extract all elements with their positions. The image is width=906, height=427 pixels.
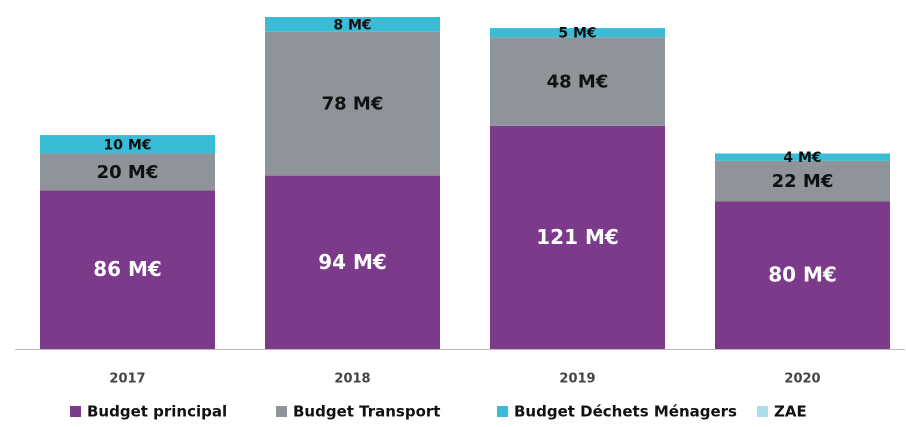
data-label: 121 M€ bbox=[536, 225, 619, 249]
data-label: 94 M€ bbox=[318, 250, 387, 274]
x-tick-label: 2019 bbox=[559, 372, 595, 387]
legend-swatch bbox=[70, 406, 81, 417]
bar-segment bbox=[265, 17, 440, 32]
data-label: 78 M€ bbox=[322, 94, 384, 115]
legend-label: Budget principal bbox=[87, 403, 227, 421]
bar-segment bbox=[40, 153, 215, 191]
legend-swatch bbox=[276, 406, 287, 417]
x-tick-label: 2020 bbox=[784, 372, 820, 387]
legend-label: Budget Déchets Ménagers bbox=[514, 403, 737, 421]
legend-label: ZAE bbox=[774, 403, 807, 421]
bar-segment bbox=[265, 175, 440, 349]
bar-segment bbox=[265, 31, 440, 176]
x-tick-label: 2018 bbox=[334, 372, 370, 387]
bar-segment bbox=[40, 135, 215, 154]
bar-segment bbox=[715, 160, 890, 202]
data-label: 80 M€ bbox=[768, 263, 837, 287]
data-label: 4 M€ bbox=[783, 150, 821, 166]
x-tick-label: 2017 bbox=[109, 372, 145, 387]
data-label: 86 M€ bbox=[93, 257, 162, 281]
data-label: 8 M€ bbox=[333, 17, 371, 33]
legend-label: Budget Transport bbox=[293, 403, 440, 421]
data-label: 20 M€ bbox=[97, 162, 159, 183]
legend-swatch bbox=[757, 406, 768, 417]
legend-swatch bbox=[497, 406, 508, 417]
bar-segment bbox=[715, 153, 890, 161]
bar-segment bbox=[715, 201, 890, 349]
bar-segment bbox=[490, 28, 665, 38]
bar-segment bbox=[490, 125, 665, 349]
data-label: 22 M€ bbox=[772, 171, 834, 192]
data-label: 48 M€ bbox=[547, 72, 609, 93]
bar-segment bbox=[40, 190, 215, 349]
data-label: 10 M€ bbox=[103, 137, 151, 153]
bar-segment bbox=[490, 37, 665, 126]
data-label: 5 M€ bbox=[558, 26, 596, 42]
